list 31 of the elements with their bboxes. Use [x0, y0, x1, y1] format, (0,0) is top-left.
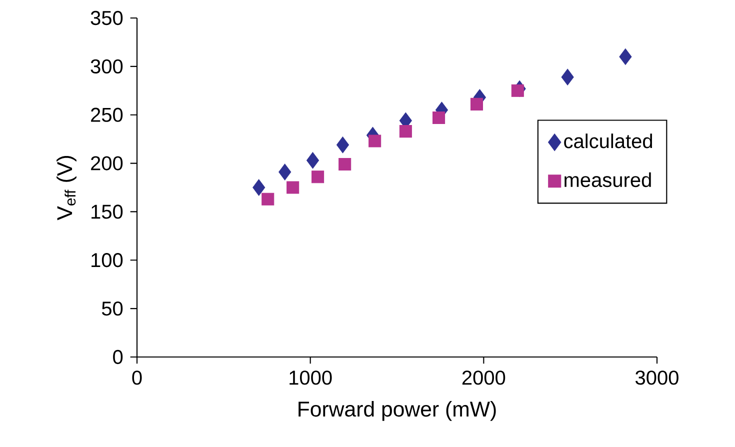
x-tick-label: 3000 — [636, 370, 678, 385]
y-tick-label: 300 — [90, 59, 123, 74]
point — [306, 152, 320, 169]
y-tick-label: 100 — [92, 253, 123, 268]
point — [561, 68, 574, 86]
legend-label: calculated — [564, 134, 652, 148]
point — [368, 134, 382, 148]
point — [262, 192, 274, 206]
x-tick-label: 0 — [132, 370, 142, 385]
y-tick-label: 0 — [113, 350, 123, 364]
point — [511, 84, 524, 97]
point — [338, 158, 352, 171]
y-tick-label: 50 — [102, 301, 123, 316]
point — [619, 48, 632, 66]
point — [470, 98, 484, 110]
x-tick-label: 1000 — [290, 370, 332, 385]
y-tick-label: 350 — [90, 10, 123, 26]
y-axis-title: V$_{eff}$ (V) — [56, 156, 76, 220]
point — [432, 111, 446, 124]
x-tick-label: 2000 — [462, 370, 506, 385]
point — [312, 170, 324, 184]
y-tick-label: 250 — [91, 108, 123, 122]
point — [278, 164, 292, 180]
y-tick-label: 150 — [92, 204, 123, 219]
point — [336, 136, 350, 154]
point — [399, 125, 412, 138]
y-tick-label: 200 — [91, 156, 123, 170]
point — [252, 179, 266, 196]
legend-label: measured — [564, 172, 651, 188]
point — [286, 181, 300, 194]
x-axis-title: Forward power (mW) — [298, 401, 496, 421]
